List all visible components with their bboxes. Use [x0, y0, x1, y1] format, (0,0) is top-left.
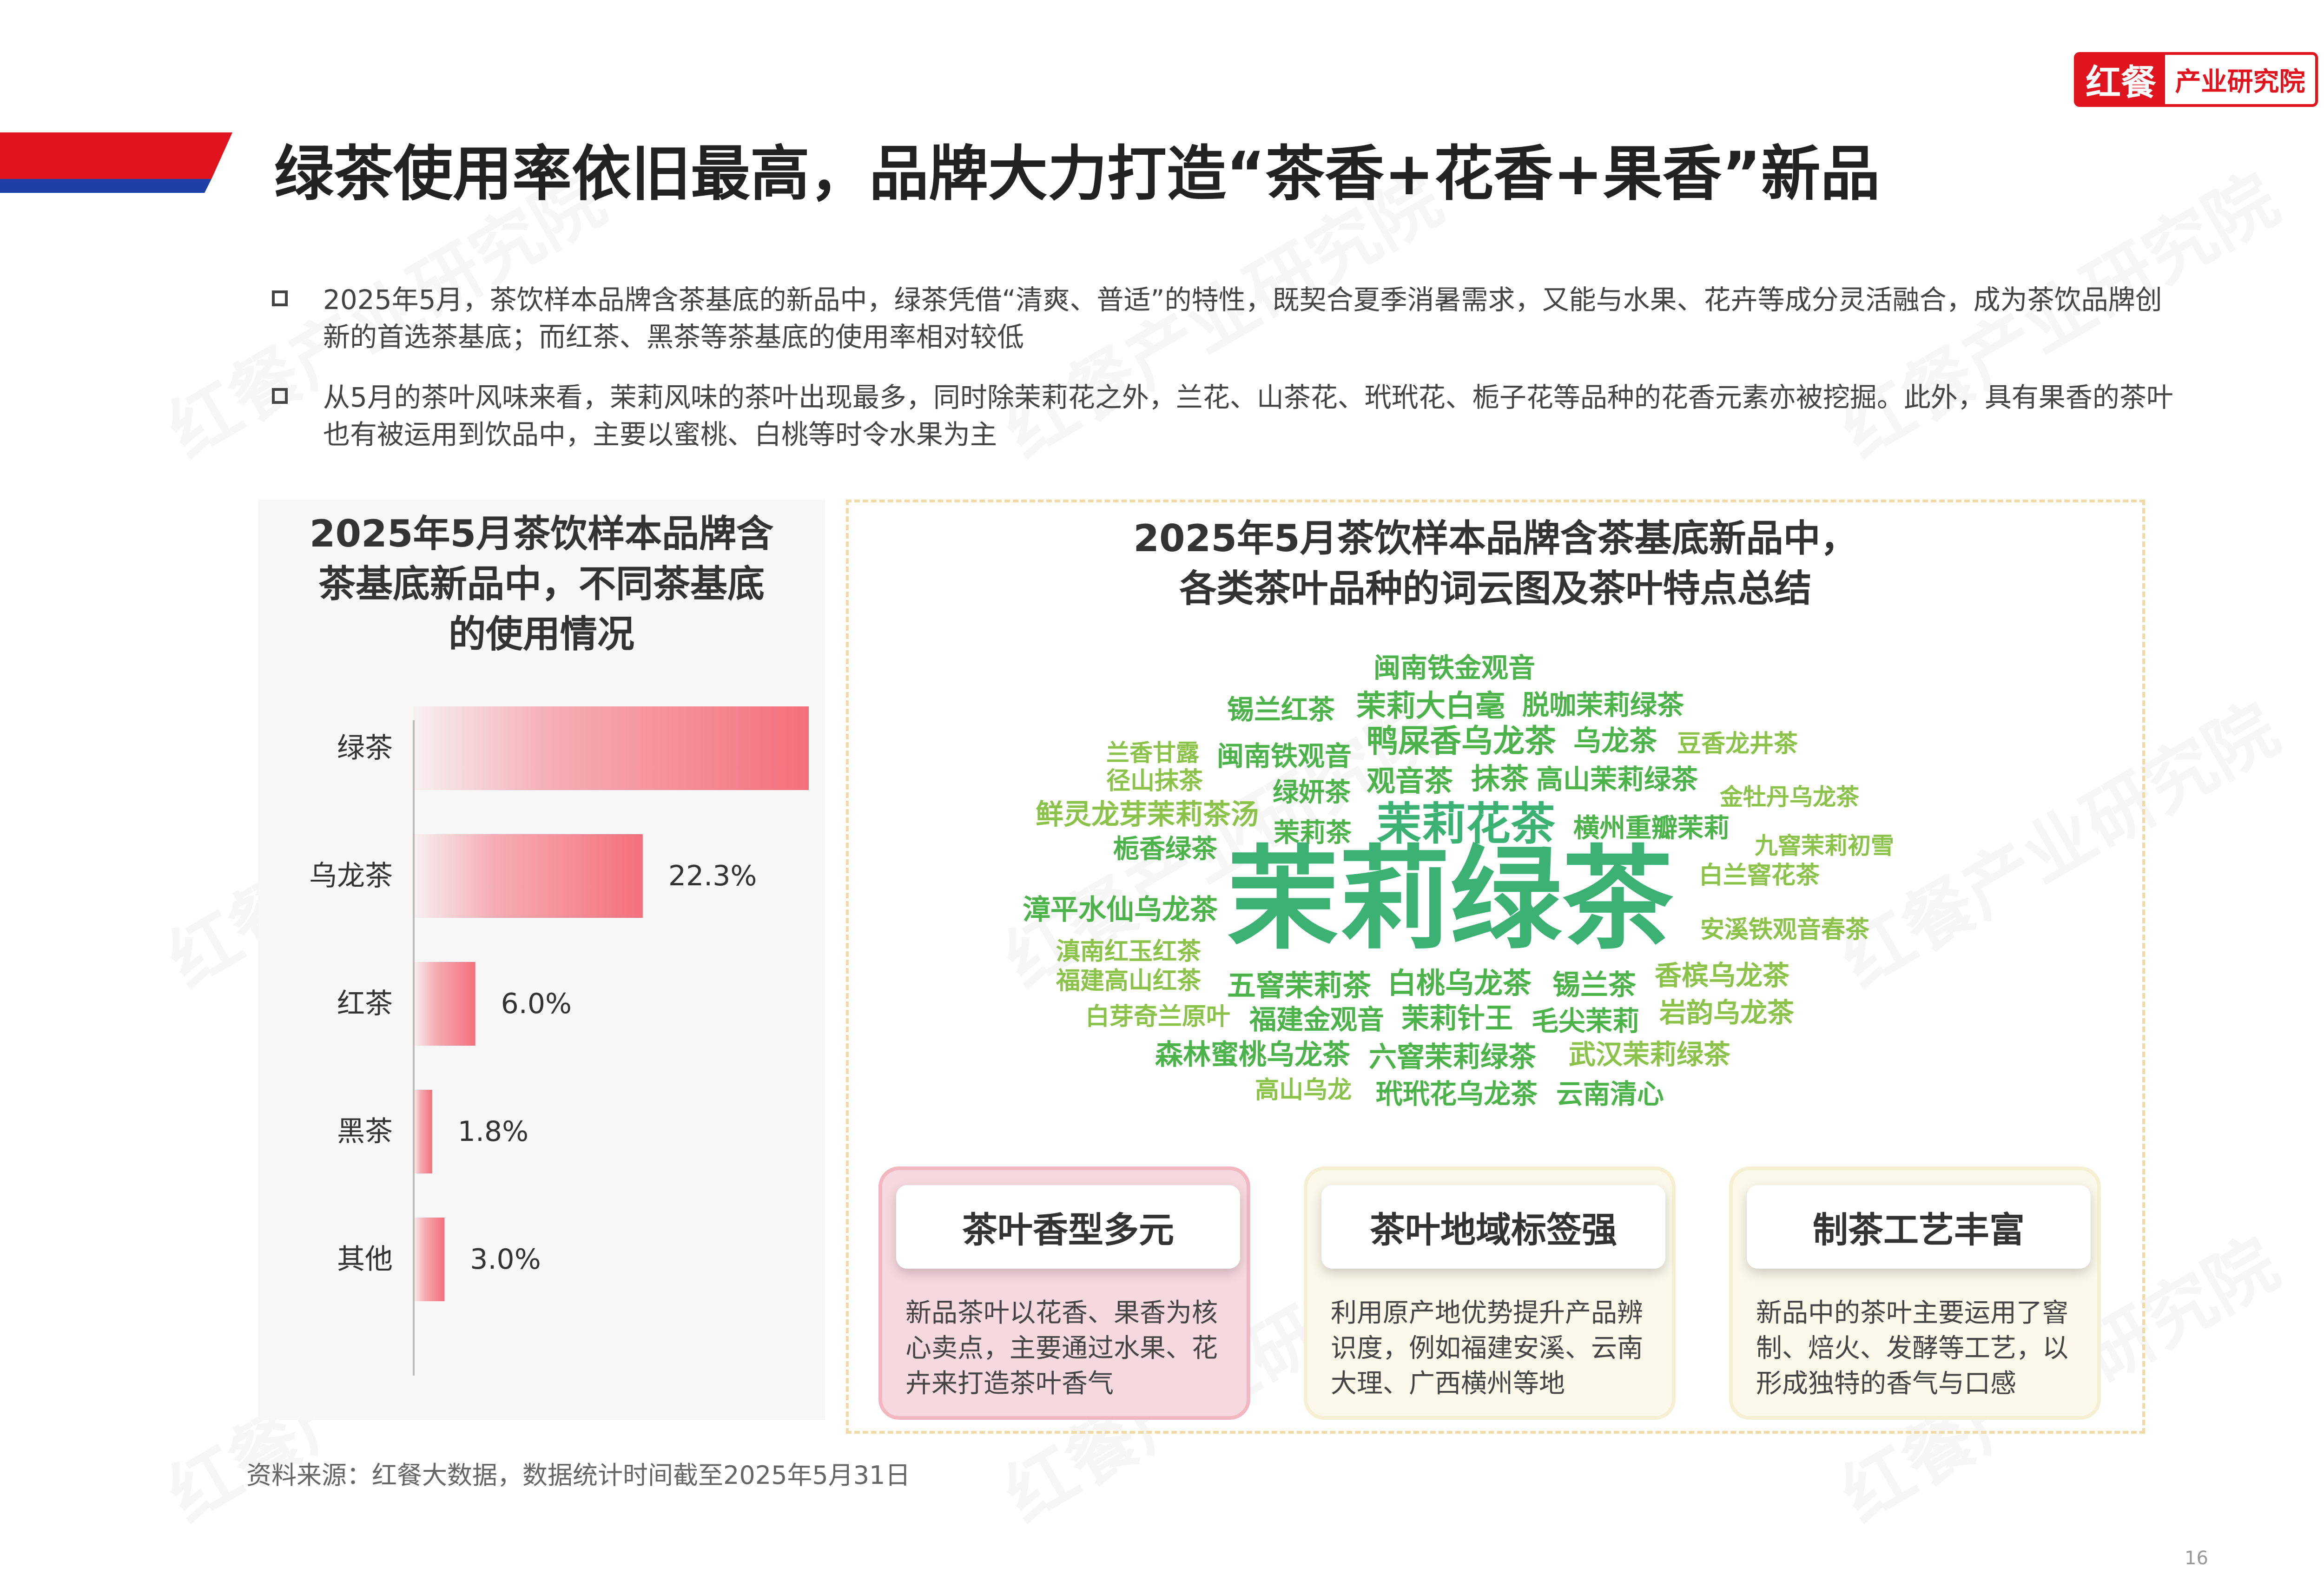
bar — [414, 1090, 432, 1173]
word-cloud-word: 福建高山红茶 — [1056, 967, 1202, 995]
bar-chart-panel — [258, 500, 825, 1420]
bar-chart-title: 2025年5月茶饮样本品牌含 茶基底新品中，不同茶基底 的使用情况 — [258, 509, 825, 659]
word-cloud-word: 抹茶 — [1471, 762, 1529, 796]
word-cloud-word: 绿妍茶 — [1273, 777, 1351, 808]
word-cloud-word: 茉莉大白毫 — [1356, 689, 1505, 724]
word-cloud-word: 高山茉莉绿茶 — [1536, 764, 1698, 795]
page-number: 16 — [2185, 1548, 2208, 1569]
feature-card-text: 新品茶叶以花香、果香为核心卖点，主要通过水果、花卉来打造茶叶香气 — [905, 1298, 1218, 1399]
bar-value-label: 3.0% — [470, 1243, 541, 1276]
word-cloud-word: 香槟乌龙茶 — [1655, 960, 1790, 991]
header-accent-bar — [0, 132, 232, 193]
data-source-note: 资料来源：红餐大数据，数据统计时间截至2025年5月31日 — [246, 1461, 911, 1490]
bullet-point: 从5月的茶叶风味来看，茉莉风味的茶叶出现最多，同时除茉莉花之外，兰花、山茶花、玳… — [272, 379, 2178, 453]
bar-value-label: 1.8% — [458, 1115, 528, 1148]
square-bullet-icon — [272, 388, 288, 404]
word-cloud-word: 乌龙茶 — [1573, 725, 1657, 758]
bar — [414, 834, 643, 918]
bar — [414, 706, 809, 790]
word-cloud-word: 鲜灵龙芽茉莉茶汤 — [1036, 798, 1259, 831]
brand-logo: 红餐 产业研究院 — [2074, 52, 2318, 107]
word-cloud-word: 脱咖茉莉绿茶 — [1522, 689, 1684, 721]
word-cloud-title: 2025年5月茶饮样本品牌含茶基底新品中， 各类茶叶品种的词云图及茶叶特点总结 — [846, 514, 2145, 614]
word-cloud-word: 漳平水仙乌龙茶 — [1023, 894, 1218, 926]
bar-category-label: 绿茶 — [337, 732, 393, 764]
word-cloud-word: 闽南铁观音 — [1217, 740, 1352, 772]
word-cloud-word: 横州重瓣茉莉 — [1573, 813, 1730, 843]
word-cloud-word: 豆香龙井茶 — [1677, 730, 1798, 758]
word-cloud-title-line: 各类茶叶品种的词云图及茶叶特点总结 — [1179, 567, 1812, 610]
word-cloud-word: 兰香甘露 — [1106, 739, 1199, 766]
word-cloud-word: 茉莉绿茶 — [1227, 834, 1674, 964]
feature-card: 制茶工艺丰富 新品中的茶叶主要运用了窨制、焙火、发酵等工艺，以形成独特的香气与口… — [1729, 1166, 2101, 1420]
word-cloud-word: 茉莉花茶 — [1377, 798, 1555, 850]
word-cloud-word: 茉莉茶 — [1274, 818, 1352, 848]
word-cloud-word: 闽南铁金观音 — [1373, 652, 1536, 684]
square-bullet-icon — [272, 290, 288, 306]
word-cloud-title-line: 2025年5月茶饮样本品牌含茶基底新品中， — [1133, 517, 1858, 560]
feature-card: 茶叶香型多元 新品茶叶以花香、果香为核心卖点，主要通过水果、花卉来打造茶叶香气 — [878, 1166, 1250, 1420]
bar-value-label: 6.0% — [501, 988, 572, 1020]
page-title: 绿茶使用率依旧最高，品牌大力打造“茶香+花香+果香”新品 — [274, 139, 1880, 209]
bullet-point: 2025年5月，茶饮样本品牌含茶基底的新品中，绿茶凭借“清爽、普适”的特性，既契… — [272, 281, 2178, 356]
word-cloud-word: 白兰窨花茶 — [1699, 862, 1820, 889]
bar-chart-title-line: 茶基底新品中，不同茶基底 — [318, 562, 765, 606]
word-cloud-word: 岩韵乌龙茶 — [1659, 997, 1795, 1028]
word-cloud-word: 玳玳花乌龙茶 — [1376, 1078, 1538, 1110]
word-cloud-word: 森林蜜桃乌龙茶 — [1155, 1039, 1350, 1071]
word-cloud-word: 观音茶 — [1367, 764, 1453, 798]
brand-mark: 红餐 — [2077, 55, 2165, 104]
bar — [414, 962, 475, 1046]
bar-category-label: 红茶 — [337, 988, 393, 1020]
word-cloud-word: 径山抹茶 — [1106, 767, 1203, 795]
word-cloud-word: 茉莉针王 — [1401, 1002, 1513, 1035]
word-cloud-word: 锡兰茶 — [1552, 969, 1636, 1001]
bar-chart-title-line: 2025年5月茶饮样本品牌含 — [309, 512, 774, 555]
word-cloud-word: 白桃乌龙茶 — [1387, 966, 1532, 1000]
word-cloud-panel — [846, 500, 2145, 1434]
feature-card-title: 茶叶香型多元 — [896, 1185, 1240, 1269]
word-cloud-word: 高山乌龙 — [1255, 1076, 1352, 1104]
word-cloud-word: 锡兰红茶 — [1227, 694, 1335, 725]
word-cloud-word: 五窨茉莉茶 — [1227, 968, 1372, 1002]
word-cloud-word: 栀香绿茶 — [1113, 834, 1217, 864]
bar-chart-title-line: 的使用情况 — [449, 613, 634, 656]
word-cloud-word: 安溪铁观音春茶 — [1700, 916, 1870, 944]
word-cloud-word: 金牡丹乌龙茶 — [1720, 784, 1859, 810]
bullet-text: 2025年5月，茶饮样本品牌含茶基底的新品中，绿茶凭借“清爽、普适”的特性，既契… — [323, 284, 2162, 353]
brand-name: 产业研究院 — [2175, 66, 2305, 97]
feature-card-title: 茶叶地域标签强 — [1321, 1185, 1665, 1269]
word-cloud-word: 滇南红玉红茶 — [1056, 938, 1202, 966]
bar-category-label: 其他 — [337, 1243, 393, 1276]
word-cloud-word: 福建金观音 — [1249, 1004, 1385, 1035]
word-cloud-word: 鸭屎香乌龙茶 — [1367, 723, 1557, 760]
feature-card: 茶叶地域标签强 利用原产地优势提升产品辨识度，例如福建安溪、云南大理、广西横州等… — [1304, 1166, 1676, 1420]
feature-card-title: 制茶工艺丰富 — [1747, 1185, 2091, 1269]
word-cloud-word: 六窨茉莉绿茶 — [1369, 1041, 1536, 1074]
bar-value-label: 22.3% — [668, 860, 757, 892]
word-cloud-word: 云南清心 — [1556, 1078, 1664, 1110]
word-cloud-word: 白芽奇兰原叶 — [1085, 1003, 1231, 1031]
word-cloud-word: 九窨茉莉初雪 — [1755, 832, 1894, 859]
bar-category-label: 乌龙茶 — [309, 860, 393, 892]
word-cloud-word: 武汉茉莉绿茶 — [1569, 1039, 1731, 1070]
bullet-text: 从5月的茶叶风味来看，茉莉风味的茶叶出现最多，同时除茉莉花之外，兰花、山茶花、玳… — [323, 382, 2173, 450]
feature-card-text: 新品中的茶叶主要运用了窨制、焙火、发酵等工艺，以形成独特的香气与口感 — [1756, 1298, 2068, 1399]
word-cloud-word: 毛尖茉莉 — [1532, 1005, 1640, 1037]
bar-category-label: 黑茶 — [337, 1115, 393, 1148]
bar — [414, 1218, 445, 1301]
feature-card-text: 利用原产地优势提升产品辨识度，例如福建安溪、云南大理、广西横州等地 — [1331, 1298, 1643, 1399]
